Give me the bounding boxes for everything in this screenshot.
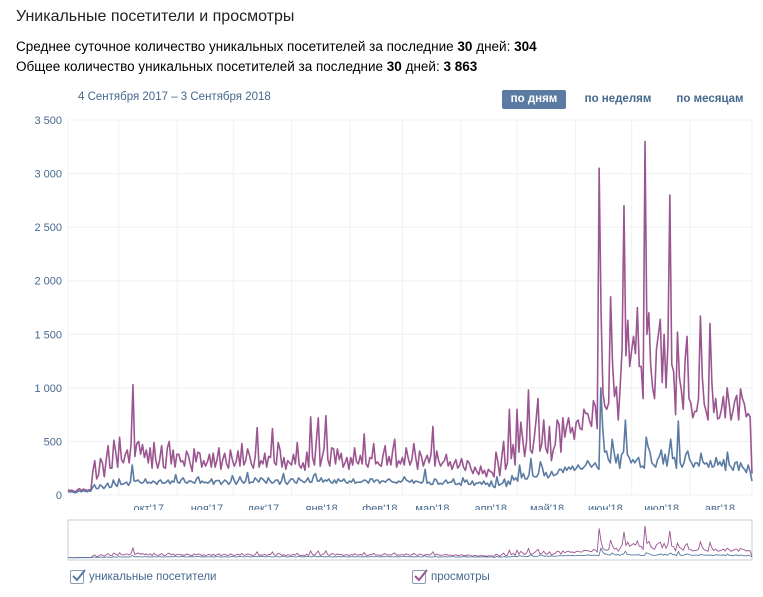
stat-daily-average: Среднее суточное количество уникальных п… <box>16 39 537 54</box>
x-tick-label: фев'18 <box>362 503 397 510</box>
period-week-button[interactable]: по неделям <box>584 93 652 105</box>
checkbox-views[interactable] <box>412 569 428 584</box>
plot-frame <box>67 119 753 496</box>
period-day-button[interactable]: по дням <box>502 90 566 109</box>
navigator-line-visitors <box>68 547 753 559</box>
y-tick-label: 1 500 <box>34 329 62 341</box>
x-tick-label: дек'17 <box>248 503 280 510</box>
stat-total-visitors: Общее количество уникальных посетителей … <box>16 59 478 74</box>
series-line-visitors[interactable] <box>68 387 753 494</box>
x-tick-label: ноя'17 <box>191 503 223 510</box>
legend-views-label: просмотры <box>431 571 490 583</box>
legend-visitors-label: уникальные посетители <box>89 571 217 583</box>
legend-views[interactable]: просмотры <box>412 569 490 585</box>
legend-visitors[interactable]: уникальные посетители <box>70 569 216 585</box>
checkmark-icon <box>414 569 428 582</box>
y-tick-label: 3 500 <box>34 115 62 127</box>
y-tick-label: 1 000 <box>34 383 62 395</box>
y-tick-label: 2 500 <box>34 222 62 234</box>
x-tick-label: май'18 <box>530 503 564 510</box>
date-range-label[interactable]: 4 Сентября 2017 – 3 Сентября 2018 <box>78 91 271 103</box>
series-line-views[interactable] <box>67 140 753 493</box>
x-tick-label: июн'18 <box>588 503 623 510</box>
navigator-line-views <box>67 525 753 559</box>
page-title: Уникальные посетители и просмотры <box>16 8 295 25</box>
checkmark-icon <box>72 569 86 582</box>
navigator-frame <box>67 519 753 561</box>
checkbox-visitors[interactable] <box>70 569 86 584</box>
x-tick-label: апр'18 <box>474 503 507 510</box>
x-tick-label: авг'18 <box>705 503 735 510</box>
x-tick-label: янв'18 <box>306 503 338 510</box>
x-tick-label: мар'18 <box>415 503 449 510</box>
x-tick-label: окт'17 <box>134 503 164 510</box>
navigator-chart[interactable] <box>0 517 763 563</box>
y-tick-label: 3 000 <box>34 169 62 181</box>
x-tick-label: июл'18 <box>644 503 679 510</box>
main-chart[interactable]: окт'17 ноя'17 дек'17 янв'18 фев'18 мар'18 апр'… <box>0 110 763 510</box>
y-tick-label: 2 000 <box>34 276 62 288</box>
y-tick-label: 500 <box>44 436 62 448</box>
y-tick-label: 0 <box>56 490 62 502</box>
period-month-button[interactable]: по месяцам <box>676 93 744 105</box>
